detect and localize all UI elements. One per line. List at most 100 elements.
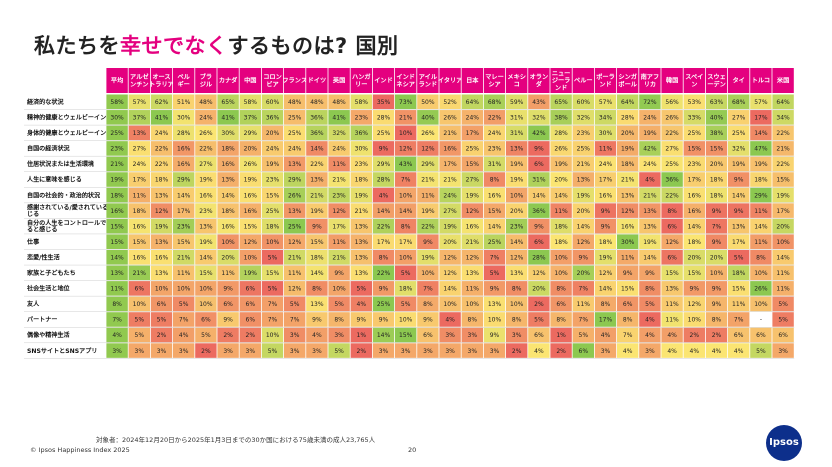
cell-value: 7% [490,254,500,261]
heatmap-cell [261,234,284,249]
cell-value: 16% [221,223,235,230]
heatmap-cell [772,125,794,141]
heatmap-cell [572,250,594,265]
cell-value: 23% [577,130,591,137]
cell-value: 37% [244,115,258,122]
cell-value: 21% [466,239,480,246]
heatmap-cell [128,141,150,156]
heatmap-cell [395,250,417,265]
cell-value: 10% [443,301,457,308]
heatmap-cell [617,265,639,281]
cell-value: 19% [510,161,524,168]
heatmap-cell [661,234,683,249]
heatmap-cell [506,312,528,327]
cell-value: 9% [423,317,433,324]
cell-value: 5% [157,317,167,324]
heatmap-cell [417,327,439,343]
column-header-label: 平均 [111,77,123,85]
cell-value: 4% [623,348,633,355]
cell-value: 19% [244,177,258,184]
cell-value: 37% [133,115,147,122]
heatmap-cell [528,156,550,172]
heatmap-cell [350,327,372,343]
cell-value: 17% [732,239,746,246]
heatmap-cell [239,187,261,203]
heatmap-cell [128,234,150,249]
heatmap-cell [594,141,617,156]
cell-value: 6% [423,332,433,339]
column-header-label: メキシコ [507,74,526,88]
cell-value: 1% [556,332,566,339]
heatmap-cell [617,281,639,296]
cell-value: 57% [599,99,613,106]
cell-value: 60% [266,99,280,106]
heatmap-cell [306,312,328,327]
heatmap-cell [750,125,772,141]
cell-value: 9% [734,177,744,184]
heatmap-cell [239,156,261,172]
heatmap-cell [750,343,772,358]
cell-value: 25% [377,301,391,308]
heatmap-cell [728,125,750,141]
cell-value: 27% [732,115,746,122]
cell-value: 20% [443,239,457,246]
cell-value: 11% [466,286,480,293]
cell-value: 19% [244,270,258,277]
heatmap-cell [372,312,395,327]
heatmap-cell [572,125,594,141]
heatmap-cell [572,327,594,343]
heatmap-cell [683,265,705,281]
cell-value: 12% [332,208,346,215]
cell-value: 6% [579,348,589,355]
heatmap-cell [173,234,195,249]
heatmap-cell [372,327,395,343]
cell-value: 2% [556,348,566,355]
heatmap-cell [328,296,350,312]
heatmap-cell [750,265,772,281]
cell-value: 24% [332,146,346,153]
heatmap-cell [705,250,728,265]
ipsos-logo: Ipsos [766,425,802,461]
heatmap-cell [483,327,506,343]
heatmap-cell [106,141,128,156]
heatmap-cell [195,327,217,343]
heatmap-cell [395,125,417,141]
cell-value: 5% [734,254,744,261]
cell-value: 18% [266,223,280,230]
cell-value: 15% [688,270,702,277]
heatmap-cell [639,110,661,125]
column-header-label: トルコ [752,78,770,85]
cell-value: 18% [554,223,568,230]
heatmap-cell [350,234,372,249]
cell-value: 14% [510,239,524,246]
cell-value: 9% [223,317,233,324]
column-header-cell [772,68,794,93]
heatmap-cell [750,94,772,110]
cell-value: 11% [421,192,435,199]
cell-value: 14% [532,192,546,199]
cell-value: 19% [443,223,457,230]
cell-value: 28% [621,115,635,122]
heatmap-cell [239,296,261,312]
heatmap-cell [195,343,217,358]
heatmap-cell [150,312,173,327]
cell-value: 29% [377,161,391,168]
cell-value: 6% [667,254,677,261]
heatmap-cell [195,234,217,249]
cell-value: 19% [643,130,657,137]
column-header-cell [417,68,439,93]
cell-value: 20% [688,254,702,261]
column-header-label: ベルギー [178,74,191,88]
cell-value: 10% [266,332,280,339]
heatmap-cell [750,156,772,172]
heatmap-cell [306,172,328,187]
heatmap-cell [617,312,639,327]
cell-value: 9% [223,286,233,293]
heatmap-cell [728,250,750,265]
heatmap-cell [617,125,639,141]
cell-value: 16% [599,192,613,199]
heatmap-cell [639,172,661,187]
heatmap-cell [173,327,195,343]
cell-value: 47% [754,146,768,153]
cell-value: 3% [135,348,145,355]
